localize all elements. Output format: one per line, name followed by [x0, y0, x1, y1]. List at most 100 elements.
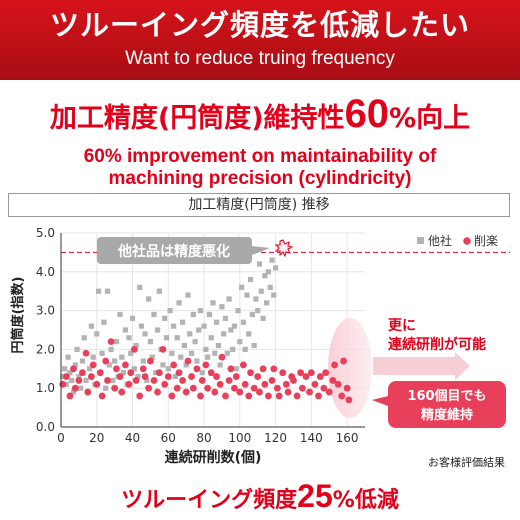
our-data-point: [198, 377, 206, 384]
other-data-point: [135, 373, 141, 380]
other-data-point: [110, 377, 116, 384]
other-data-point: [67, 370, 73, 376]
other-data-point: [194, 358, 200, 364]
y-tick-label: 3.0: [36, 304, 55, 318]
callout-more-grinding-line2: 連続研削が可能: [388, 336, 486, 353]
other-data-point: [190, 311, 196, 318]
our-data-point: [189, 384, 197, 392]
x-tick-label: 20: [89, 431, 104, 445]
our-data-point: [334, 380, 342, 388]
other-data-point: [242, 346, 248, 352]
our-series-points: [59, 338, 353, 404]
other-data-point: [165, 366, 171, 372]
other-data-point: [169, 350, 175, 356]
other-data-point: [239, 284, 245, 290]
x-axis-label: 連続研削数(個): [165, 449, 262, 466]
other-data-point: [246, 331, 252, 337]
other-data-point: [90, 354, 96, 360]
other-data-point: [146, 296, 152, 302]
our-data-point: [84, 388, 92, 396]
our-data-point: [204, 384, 212, 392]
callout-other-worse-pointer: [252, 246, 270, 255]
our-data-point: [168, 392, 176, 400]
our-data-point: [164, 373, 172, 380]
other-data-point: [156, 288, 162, 294]
footer-percent: %: [332, 488, 355, 513]
other-data-point: [271, 292, 277, 298]
our-data-point: [273, 384, 281, 392]
our-data-point: [216, 380, 224, 388]
our-data-point: [254, 373, 262, 380]
our-data-point: [236, 388, 244, 396]
other-data-point: [269, 257, 275, 263]
x-tick-label: 100: [228, 431, 251, 445]
other-data-point: [79, 358, 86, 364]
our-data-point: [222, 392, 229, 400]
legend-other-marker: [417, 237, 424, 244]
other-data-point: [61, 366, 68, 372]
y-tick-labels: 0.0 1.0 2.0 3.0 4.0 5.0: [36, 226, 55, 434]
other-data-point: [258, 288, 264, 294]
footer-number: 25: [297, 478, 333, 514]
subheadline-line2: machining precision (cylindricity): [108, 168, 412, 189]
callout-more-grinding: 更に 連続研削が可能: [373, 318, 486, 380]
other-data-point: [117, 311, 123, 318]
axes: [60, 233, 365, 428]
callout-other-worse-text: 他社品は精度悪化: [117, 243, 230, 260]
our-data-point: [170, 361, 178, 369]
legend: 他社 削楽: [417, 233, 498, 248]
our-data-point: [240, 361, 247, 369]
our-data-point: [113, 365, 120, 373]
other-series-points: [60, 257, 279, 395]
our-data-point: [225, 377, 233, 384]
our-data-point: [343, 384, 351, 392]
other-data-point: [95, 288, 102, 294]
our-data-point: [265, 392, 272, 400]
callout-maintain-pointer: [372, 396, 388, 406]
x-tick-label: 120: [264, 431, 287, 445]
other-data-point: [78, 385, 84, 391]
our-data-point: [202, 361, 210, 369]
x-tick-label: 160: [336, 431, 359, 445]
our-data-point: [218, 353, 226, 361]
other-data-point: [138, 323, 145, 329]
other-data-point: [129, 315, 136, 321]
other-data-point: [119, 354, 125, 360]
other-data-point: [221, 331, 227, 337]
chart-title: 加工精度(円筒度) 推移: [8, 193, 510, 217]
other-data-point: [108, 346, 114, 352]
other-data-point: [235, 308, 241, 314]
other-data-point: [128, 350, 134, 356]
other-data-point: [160, 362, 166, 368]
our-data-point: [179, 377, 187, 384]
other-data-point: [176, 300, 182, 306]
other-data-point: [267, 284, 273, 290]
other-data-point: [74, 346, 80, 352]
other-data-point: [260, 315, 266, 321]
our-data-point: [154, 388, 161, 396]
burst-marker: [274, 239, 294, 258]
callout-other-worse-box: [97, 237, 252, 264]
other-data-point: [120, 370, 127, 376]
title-banner: ツルーイング頻度を低減したい Want to reduce truing fre…: [0, 0, 520, 80]
other-data-point: [215, 342, 221, 349]
headline-prefix: 加工精度(円筒度)維持性: [49, 103, 345, 134]
other-data-point: [154, 327, 161, 333]
other-data-point: [222, 315, 229, 321]
y-tick-label: 5.0: [36, 226, 55, 240]
our-data-point: [66, 392, 74, 400]
our-data-point: [79, 369, 86, 377]
our-data-point: [307, 369, 315, 377]
other-data-point: [256, 261, 263, 267]
other-data-point: [208, 335, 214, 341]
our-data-point: [145, 384, 153, 392]
headline-suffix: 向上: [416, 103, 471, 134]
our-data-point: [132, 377, 140, 384]
other-data-point: [187, 331, 193, 337]
other-data-point: [113, 339, 120, 345]
headline-number: 60: [344, 92, 390, 136]
other-data-point: [262, 273, 268, 279]
our-data-point: [261, 380, 269, 388]
our-data-point: [197, 392, 204, 400]
